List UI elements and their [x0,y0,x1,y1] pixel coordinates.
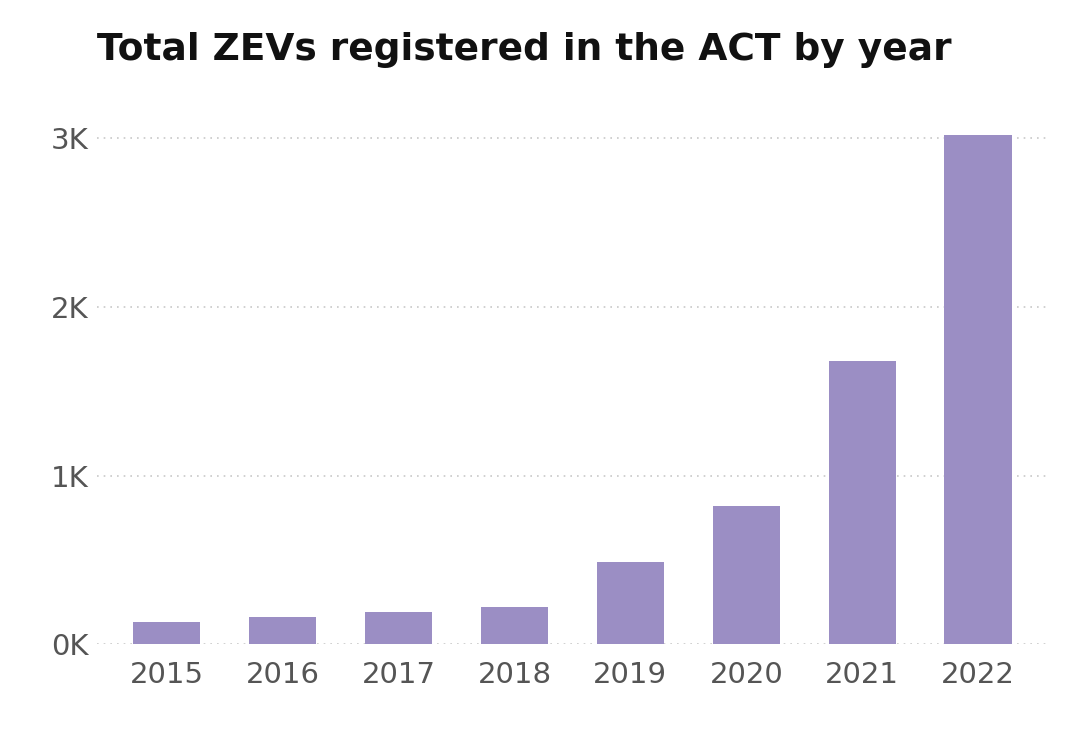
Bar [249,617,316,644]
Bar [133,622,201,644]
Bar [481,607,548,644]
Bar [597,561,664,644]
Text: Total ZEVs registered in the ACT by year: Total ZEVs registered in the ACT by year [97,32,951,68]
Bar [365,612,432,644]
Bar [944,135,1012,644]
Bar [828,361,895,644]
Bar [713,506,780,644]
